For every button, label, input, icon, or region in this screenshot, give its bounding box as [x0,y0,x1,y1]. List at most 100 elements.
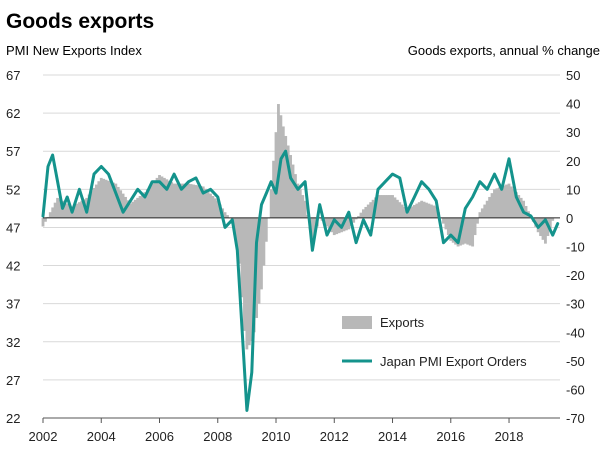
exports-bar [378,195,382,218]
exports-bar [502,185,506,218]
exports-bar [480,208,484,218]
exports-bar [490,193,494,218]
exports-bar [507,183,511,218]
exports-bar [165,179,169,218]
exports-bar [417,202,421,218]
exports-bar [444,217,448,230]
exports-bar [551,217,555,221]
right-tick-label: 10 [566,182,580,197]
exports-bar [286,145,290,218]
exports-bar [432,205,436,218]
exports-bar [291,164,295,218]
exports-bar [493,189,496,218]
exports-bar [136,197,140,218]
exports-bar [403,206,407,218]
exports-bar [179,183,183,218]
exports-bar [170,182,174,218]
exports-bar [245,217,249,350]
exports-bar [243,217,246,331]
exports-bar [303,200,307,218]
exports-bar [90,191,93,218]
exports-bar [75,203,79,218]
exports-bar [277,104,280,218]
right-tick-label: -50 [566,354,585,369]
exports-bar [301,195,305,218]
exports-bar [63,202,67,218]
exports-bar [143,192,147,218]
exports-bar [175,183,178,218]
exports-bar [327,217,331,230]
exports-bar [361,209,365,218]
exports-bar [376,195,380,218]
left-axis-title: PMI New Exports Index [6,43,142,58]
pmi-line-group [41,149,560,412]
exports-bar [488,196,492,218]
exports-bar [391,195,394,218]
exports-bar [398,202,402,218]
exports-bar [216,200,220,218]
legend-swatch-exports [342,316,372,329]
exports-bar [269,189,273,218]
exports-bar [485,200,489,218]
exports-bar [476,217,479,224]
right-tick-label: 40 [566,97,580,112]
left-tick-label: 27 [6,373,20,388]
exports-bar [73,205,76,218]
right-tick-label: -60 [566,382,585,397]
right-tick-labels: 50 40 30 20 10 0 -10 -20 -30 -40 -50 -60 -70 [566,68,585,426]
exports-bar [58,199,62,218]
right-axis-title: Goods exports, annual % change [408,43,600,58]
exports-bar [294,174,297,218]
exports-bar [257,217,261,304]
exports-bar [44,217,47,222]
right-tick-label: 50 [566,68,580,83]
exports-bar [505,184,509,218]
x-tick-label: 2006 [145,429,174,444]
right-tick-label: 0 [566,211,573,226]
exports-bar [187,183,191,218]
exports-bar [102,178,106,218]
left-tick-label: 42 [6,259,20,274]
exports-bar [381,195,385,218]
exports-bar [141,194,144,218]
right-tick-label: -10 [566,240,585,255]
exports-bar [366,204,370,218]
exports-bars [41,104,555,350]
left-tick-labels: 67 62 57 52 47 42 37 32 27 22 [6,68,20,426]
exports-bar [446,217,450,236]
gridlines [43,74,560,381]
exports-bar [449,217,453,241]
exports-bar [131,201,135,218]
right-tick-label: 20 [566,154,580,169]
left-tick-label: 47 [6,220,20,235]
exports-bar [109,181,113,218]
right-tick-label: 30 [566,125,580,140]
exports-bar [260,217,263,290]
right-tick-label: -70 [566,411,585,426]
exports-bar [92,187,96,218]
exports-bar [284,135,288,218]
exports-bar [393,197,397,218]
exports-bar [153,180,157,218]
exports-bar [497,187,501,218]
left-tick-label: 62 [6,106,20,121]
exports-bar [442,217,445,224]
exports-bar [77,202,81,218]
exports-bar [128,203,132,218]
exports-bar [311,217,314,244]
exports-bar [510,186,513,218]
exports-bar [41,217,45,227]
exports-bar [357,216,360,218]
exports-bar [500,186,504,218]
exports-bar [335,217,339,235]
exports-bar [364,206,368,218]
x-tick-label: 2002 [29,429,58,444]
exports-bar [325,217,329,227]
exports-bar [420,200,424,218]
exports-bar [104,179,108,218]
exports-bar [240,217,244,298]
exports-bar [544,217,547,244]
exports-bar [99,177,103,218]
exports-bar [213,198,217,218]
